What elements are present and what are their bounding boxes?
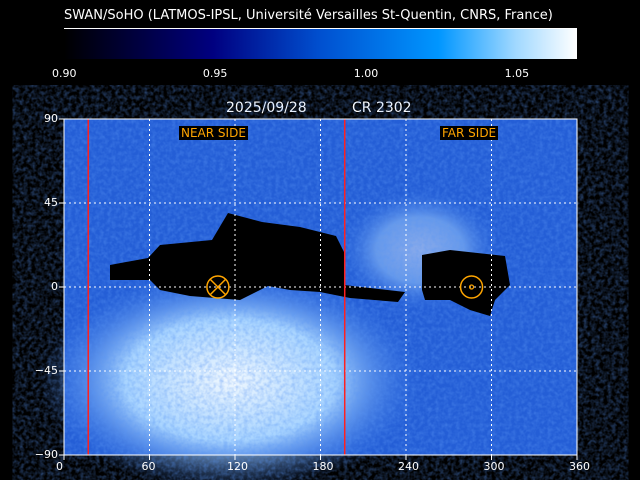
credit-text: SWAN/SoHO (LATMOS-IPSL, Université Versa… bbox=[64, 8, 553, 23]
x-tick-label: 0 bbox=[56, 460, 63, 473]
colorbar-tick-label: 1.05 bbox=[504, 67, 530, 80]
colorbar-tick-label: 1.00 bbox=[353, 67, 379, 80]
x-tick-label: 60 bbox=[141, 460, 156, 473]
colorbar-tick-label: 0.95 bbox=[202, 67, 228, 80]
near-side-cross-icon bbox=[209, 278, 227, 296]
far-side-center-marker bbox=[459, 275, 484, 299]
y-tick-label: 90 bbox=[44, 112, 58, 125]
x-tick-label: 120 bbox=[227, 460, 248, 473]
carrington-rotation-title: CR 2302 bbox=[352, 100, 412, 116]
near-side-center-marker bbox=[206, 275, 230, 299]
far-side-label: FAR SIDE bbox=[440, 126, 499, 140]
grid-lines bbox=[64, 119, 577, 455]
x-tick-label: 360 bbox=[569, 460, 590, 473]
near-side-blind-region bbox=[110, 213, 405, 302]
x-tick-label: 180 bbox=[312, 460, 334, 473]
y-tick-label: −90 bbox=[34, 448, 58, 461]
y-tick-label: 0 bbox=[51, 280, 58, 293]
x-tick-label: 300 bbox=[483, 460, 505, 473]
far-side-dot-icon bbox=[468, 284, 475, 290]
colorbar bbox=[64, 28, 577, 59]
y-tick-label: 45 bbox=[44, 196, 58, 209]
near-side-label: NEAR SIDE bbox=[179, 126, 248, 140]
date-title: 2025/09/28 bbox=[226, 100, 307, 116]
x-tick-label: 240 bbox=[398, 460, 419, 473]
colorbar-tick-label: 0.90 bbox=[52, 67, 77, 80]
far-side-blind-region bbox=[422, 250, 510, 316]
y-tick-label: −45 bbox=[34, 364, 58, 377]
